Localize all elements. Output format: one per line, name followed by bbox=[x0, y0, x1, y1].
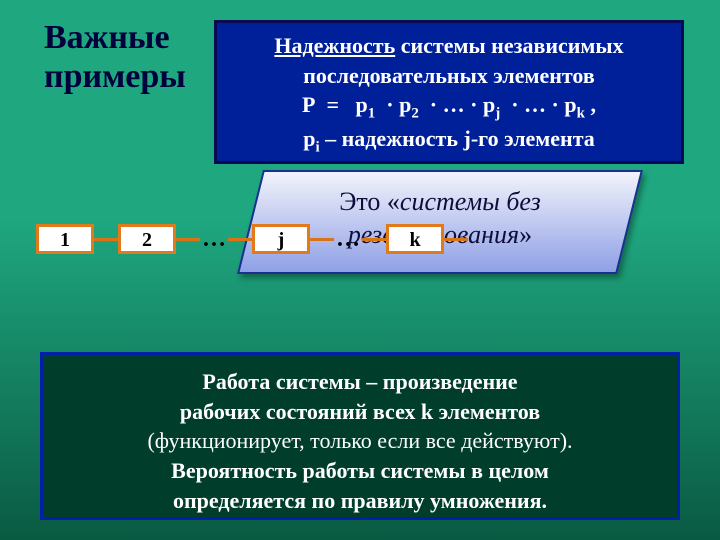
formula-line1-underlined: Надежность bbox=[274, 33, 395, 58]
slide-stage: Важные примеры Надежность системы незави… bbox=[0, 0, 720, 540]
bottom-line3: (функционирует, только если все действую… bbox=[53, 426, 667, 456]
chain-connector bbox=[228, 238, 252, 241]
chain-element: 2 bbox=[118, 224, 176, 254]
chain-connector bbox=[444, 238, 468, 241]
callout-prefix: Это « bbox=[339, 187, 400, 216]
explanation-panel: Работа системы – произведение рабочих со… bbox=[40, 352, 680, 520]
chain-element: j bbox=[252, 224, 310, 254]
formula-line1-rest: системы независимых bbox=[395, 33, 623, 58]
slide-title: Важные примеры bbox=[44, 18, 204, 96]
bottom-line2: рабочих состояний всех k элементов bbox=[53, 397, 667, 427]
chain-ellipsis: … bbox=[202, 226, 226, 253]
formula-panel: Надежность системы независимых последова… bbox=[214, 20, 684, 164]
bottom-line5: определяется по правилу умножения. bbox=[53, 486, 667, 516]
bottom-line4: Вероятность работы системы в целом bbox=[53, 456, 667, 486]
chain-ellipsis: … bbox=[336, 226, 360, 253]
chain-connector bbox=[310, 238, 334, 241]
formula-equation: P = p1 · p2 · … · pj · … · pk , bbox=[223, 90, 675, 124]
chain-element: 1 bbox=[36, 224, 94, 254]
formula-line4: pi – надежность j-го элемента bbox=[223, 124, 675, 158]
formula-line1: Надежность системы независимых bbox=[223, 31, 675, 61]
callout-suffix: » bbox=[519, 220, 532, 249]
chain-element: k bbox=[386, 224, 444, 254]
title-text: Важные примеры bbox=[44, 19, 186, 95]
chain-connector bbox=[176, 238, 200, 241]
bottom-line1: Работа системы – произведение bbox=[53, 367, 667, 397]
formula-line2: последовательных элементов bbox=[223, 61, 675, 91]
element-chain: 12 … j … k bbox=[36, 224, 468, 254]
chain-connector bbox=[94, 238, 118, 241]
chain-connector bbox=[362, 238, 386, 241]
